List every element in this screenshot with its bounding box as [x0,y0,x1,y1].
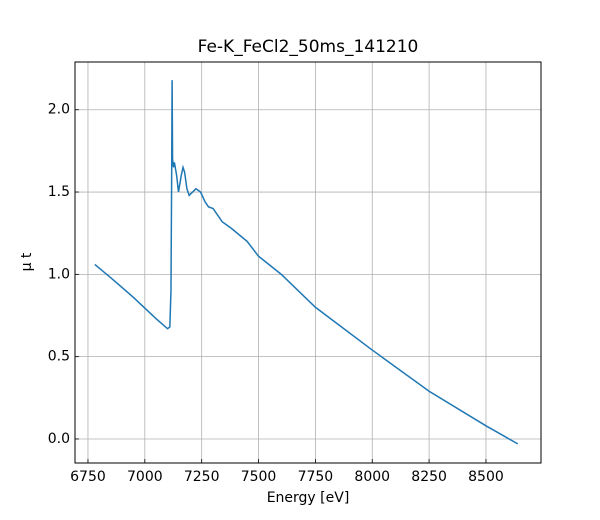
x-tick-label: 6750 [70,469,106,485]
y-tick-label: 0.0 [48,431,70,447]
y-tick-label: 1.0 [48,266,70,282]
x-tick-label: 7250 [184,469,220,485]
y-tick-label: 0.5 [48,349,70,365]
plot-frame [74,61,542,464]
x-tick-label: 8000 [354,469,390,485]
chart-title: Fe-K_FeCl2_50ms_141210 [198,37,419,57]
x-tick-label: 7750 [298,469,334,485]
y-tick-label: 2.0 [48,102,70,118]
x-axis-label: Energy [eV] [267,490,350,506]
x-tick-label: 7500 [241,469,277,485]
x-tick-label: 8250 [411,469,447,485]
y-axis-label: μ t [19,252,35,271]
x-tick-label: 7000 [127,469,163,485]
data-line [94,80,519,445]
y-tick-label: 1.5 [48,184,70,200]
x-tick-label: 8500 [468,469,504,485]
